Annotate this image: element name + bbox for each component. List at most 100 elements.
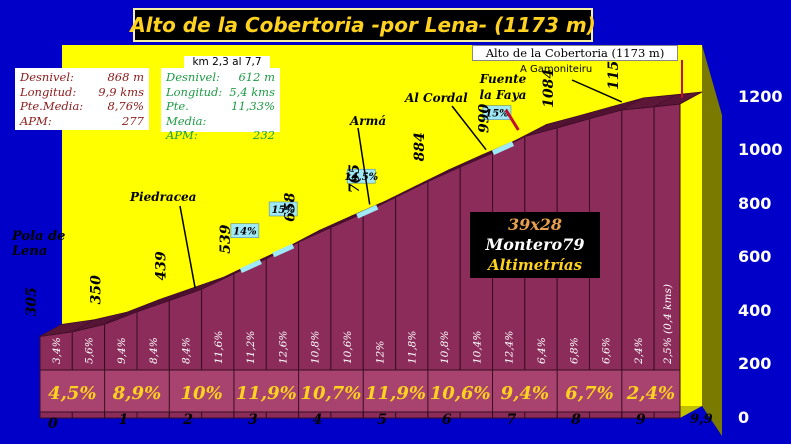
profile-hatch xyxy=(532,122,555,135)
half-km-slope-label: 12,4% xyxy=(504,331,516,364)
ramp-label-box xyxy=(482,105,512,120)
half-km-slope-label: 11,8% xyxy=(407,331,419,364)
profile-hatch xyxy=(70,319,94,333)
x-tick-label: 6 xyxy=(441,412,452,428)
total-stat-label: Longitud: xyxy=(20,84,77,99)
profile-hatch xyxy=(657,94,680,107)
segment-stats-box: Desnivel: 612 m Longitud: 5,4 kms Pte. Media… xyxy=(161,68,280,142)
half-km-slope-label: 10,6% xyxy=(342,331,354,364)
ramp-label: 14,5% xyxy=(344,172,378,183)
profile-hatch xyxy=(184,282,207,296)
profile-hatch xyxy=(156,292,179,306)
km-slope-label: 4,5% xyxy=(48,383,96,404)
altitude-label: 305 xyxy=(24,287,40,316)
km-slope-label: 11,9% xyxy=(236,383,297,404)
half-km-slope-label: 6,4% xyxy=(536,337,548,364)
profile-hatch xyxy=(653,94,677,107)
profile-hatch xyxy=(675,92,699,105)
profile-area xyxy=(39,91,703,419)
profile-hatch xyxy=(119,305,143,319)
profile-hatch xyxy=(192,280,215,293)
segment-stat-label: Longitud: xyxy=(166,84,223,99)
profile-hatch xyxy=(43,323,67,337)
x-tick-label: 9 xyxy=(635,412,646,428)
profile-hatch xyxy=(660,93,683,107)
altitude-label: 439 xyxy=(153,251,169,280)
profile-hatch xyxy=(528,123,551,136)
profile-hatch xyxy=(564,113,588,126)
x-tick-label: 9,9 xyxy=(690,412,713,427)
profile-hatch xyxy=(188,281,211,295)
profile-hatch xyxy=(116,307,139,321)
profile-hatch xyxy=(536,120,559,134)
altitude-label: 1084 xyxy=(541,69,557,108)
half-km-slope-label: 8,4% xyxy=(148,337,160,364)
place-leader xyxy=(179,205,196,289)
total-stat-label: APM: xyxy=(20,113,52,128)
profile-hatch xyxy=(580,108,603,122)
profile-hatch xyxy=(568,112,591,125)
y-tick-label: 400 xyxy=(738,300,772,320)
half-km-slope-label: 2,5% (0,4 kms) xyxy=(662,284,674,365)
profile-hatch xyxy=(557,115,580,129)
total-stat-value: 8,76% xyxy=(107,99,144,113)
profile-hatch xyxy=(66,320,90,333)
segment-stat-value: 11,33% xyxy=(231,99,275,113)
total-stat-value: 868 m xyxy=(107,70,144,84)
profile-hatch xyxy=(148,295,171,308)
ramp-label-box xyxy=(230,223,260,239)
place-name: Pola de Lena xyxy=(12,229,66,259)
y-tick-label: 600 xyxy=(738,247,772,267)
chart-title: Alto de la Cobertoria -por Lena- (1173 m… xyxy=(130,13,596,37)
profile-hatch xyxy=(47,322,70,336)
profile-hatch xyxy=(79,317,103,331)
km-slope-label: 2,4% xyxy=(626,383,675,404)
ramp-label-box xyxy=(346,168,376,184)
x-tick-label: 4 xyxy=(312,412,323,428)
profile-hatch xyxy=(540,119,563,133)
place-leader-lines xyxy=(179,60,683,289)
altitude-label: 884 xyxy=(412,132,428,161)
profile-hatch xyxy=(123,304,147,318)
ramp-label: 15% xyxy=(271,205,295,216)
profile-hatch xyxy=(669,92,692,106)
segment-stat-value: 612 m xyxy=(238,70,275,84)
profile-hatch xyxy=(136,299,160,313)
profile-hatch xyxy=(576,110,599,123)
y-tick-label: 1200 xyxy=(738,86,783,106)
profile-hatch xyxy=(678,91,702,105)
profile-hatch xyxy=(169,288,192,301)
profile-hatch xyxy=(544,118,567,132)
plot-side-wall xyxy=(702,45,722,436)
profile-hatch xyxy=(103,312,126,325)
place-name: Fuente la Faya xyxy=(479,72,527,102)
ramp-label: 14% xyxy=(233,227,257,238)
profile-hatch xyxy=(666,93,689,106)
profile-hatch xyxy=(597,104,620,117)
x-tick-label: 0 xyxy=(48,416,58,432)
profile-hatch xyxy=(131,301,154,315)
profile-hatch xyxy=(95,314,118,327)
profile-hatch xyxy=(612,100,635,113)
profile-hatch xyxy=(572,111,595,124)
x-tick-label: 1 xyxy=(118,412,129,428)
profile-hatch xyxy=(330,215,354,228)
profile-hatch xyxy=(108,310,131,324)
profile-hatch xyxy=(593,105,616,118)
profile-hatch xyxy=(140,298,164,311)
half-km-slope-label: 11,6% xyxy=(213,331,225,364)
credit-source: Altimetrías xyxy=(487,256,583,274)
ramp-marker-bar xyxy=(491,141,515,155)
km-slope-strip xyxy=(39,369,681,413)
chart-title-box: Alto de la Cobertoria -por Lena- (1173 m… xyxy=(130,8,596,42)
km-slope-label: 10% xyxy=(181,383,223,404)
place-name: Piedracea xyxy=(130,190,197,204)
profile-hatch xyxy=(63,320,86,334)
place-leader xyxy=(451,105,487,151)
ramp-marker-bar xyxy=(272,243,295,258)
ramp-marker-bar xyxy=(356,204,379,219)
place-leader xyxy=(504,109,520,131)
